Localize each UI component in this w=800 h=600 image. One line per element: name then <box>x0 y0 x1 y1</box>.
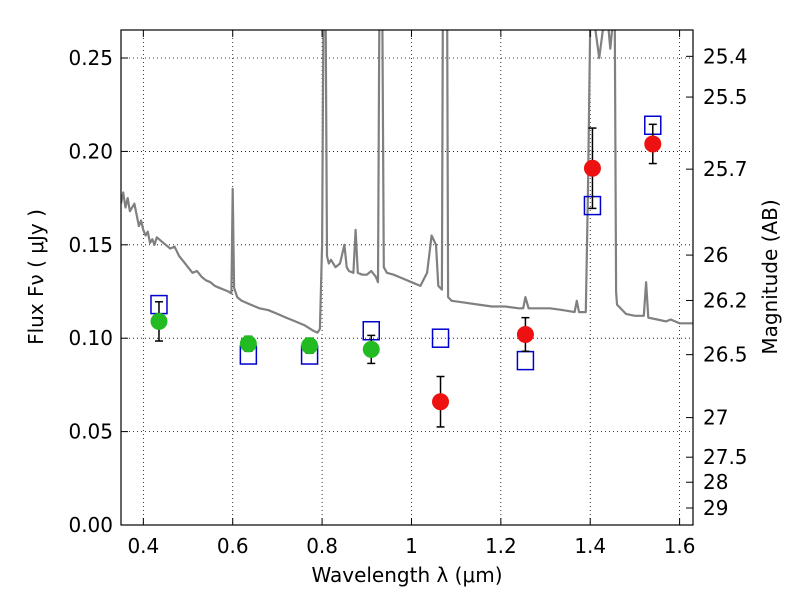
x-tick-label: 1.2 <box>485 534 517 558</box>
green-data-point <box>301 337 319 355</box>
y-axis-label: Flux Fν ( μJy ) <box>24 209 48 345</box>
x-tick-label: 1.4 <box>574 534 606 558</box>
y-tick-label: 0.20 <box>68 139 113 163</box>
model-square-marker <box>431 328 450 348</box>
magnitude-tick-label: 25.5 <box>703 85 748 109</box>
spectrum-line <box>121 30 693 334</box>
x-tick-label: 0.6 <box>217 534 249 558</box>
axis-ticks: 0.4 0.6 0.8 1 1.2 1.4 1.6 0.00 0.05 0.10 0.15 0.20 0… <box>68 30 748 558</box>
y-tick-label: 0.25 <box>68 46 113 70</box>
green-data-point <box>150 312 168 330</box>
magnitude-tick-label: 29 <box>703 496 728 520</box>
y-tick-label: 0.10 <box>68 326 113 350</box>
magnitude-tick-label: 26.5 <box>703 343 748 367</box>
x-tick-label: 0.4 <box>127 534 159 558</box>
red-data-point <box>432 393 450 411</box>
x-tick-label: 1 <box>405 534 418 558</box>
magnitude-axis-label: Magnitude (AB) <box>758 199 782 354</box>
magnitude-tick-label: 27.5 <box>703 445 748 469</box>
red-data-point <box>516 325 534 343</box>
green-data-point <box>239 335 257 353</box>
y-tick-label: 0.15 <box>68 233 113 257</box>
spectrum-layer <box>121 30 693 334</box>
magnitude-tick-label: 28 <box>703 470 728 494</box>
magnitude-tick-label: 27 <box>703 406 728 430</box>
magnitude-tick-label: 26.2 <box>703 288 748 312</box>
red-data-point <box>583 159 601 177</box>
grid-lines <box>121 30 693 526</box>
green-data-point <box>362 340 380 358</box>
x-tick-label: 0.8 <box>306 534 338 558</box>
red-data-point <box>644 135 662 153</box>
magnitude-tick-label: 25.7 <box>703 157 748 181</box>
model-square-marker <box>516 350 535 371</box>
magnitude-tick-label: 25.4 <box>703 44 748 68</box>
x-axis-label: Wavelength λ (μm) <box>311 563 502 587</box>
plot-frame <box>120 29 694 526</box>
x-tick-label: 1.6 <box>664 534 696 558</box>
points-layer <box>150 115 662 428</box>
y-tick-label: 0.05 <box>68 420 113 444</box>
magnitude-tick-label: 26 <box>703 243 728 267</box>
y-tick-label: 0.00 <box>68 513 113 537</box>
